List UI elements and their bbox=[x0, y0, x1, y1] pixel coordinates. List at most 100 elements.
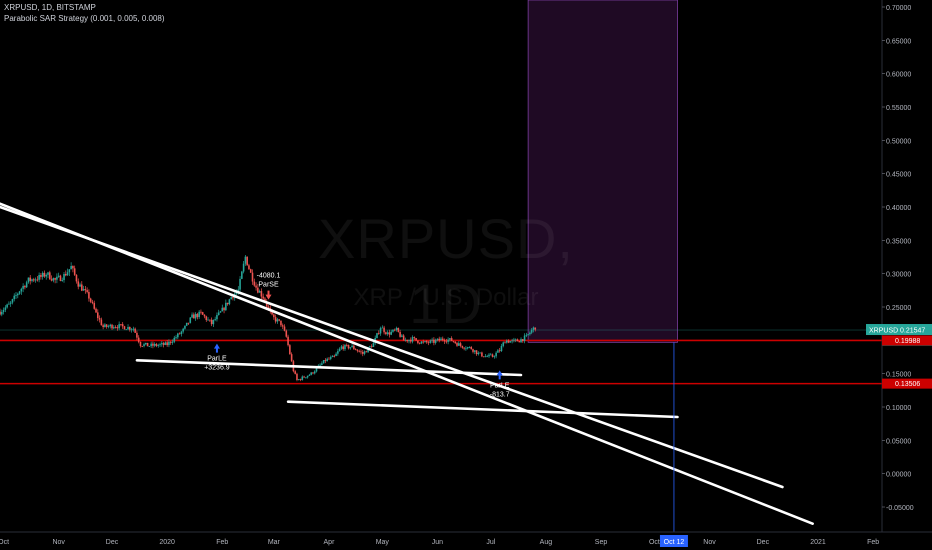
candle-body bbox=[95, 308, 97, 313]
candle-body bbox=[525, 334, 528, 336]
candle-body bbox=[153, 343, 156, 346]
entry-arrow-up-icon bbox=[496, 370, 503, 380]
candle-body bbox=[322, 360, 325, 364]
candle-body bbox=[409, 339, 412, 342]
candle-body bbox=[459, 343, 462, 346]
x-tick-label: Dec bbox=[757, 539, 770, 546]
candle-body bbox=[262, 296, 264, 299]
candle-body bbox=[129, 326, 131, 330]
candle-body bbox=[472, 349, 474, 352]
candle-body bbox=[205, 316, 208, 321]
candle-body bbox=[16, 293, 19, 296]
last-price-symbol: XRPUSD bbox=[869, 328, 898, 335]
candle-body bbox=[443, 339, 446, 342]
candle-body bbox=[22, 285, 24, 289]
candle-body bbox=[324, 360, 327, 362]
candle-body bbox=[411, 337, 414, 342]
candle-body bbox=[184, 325, 186, 329]
candle-body bbox=[15, 295, 17, 296]
candle-body bbox=[285, 330, 288, 337]
candle-body bbox=[66, 272, 69, 276]
candle-body bbox=[157, 345, 160, 346]
candle-body bbox=[379, 328, 382, 334]
projection-box bbox=[527, 0, 678, 343]
candle-body bbox=[274, 317, 277, 322]
candle-body bbox=[340, 346, 343, 349]
candle-body bbox=[509, 341, 512, 343]
candle-body bbox=[148, 346, 151, 347]
annotation-value-2: -4080.1 bbox=[257, 273, 281, 280]
time-axis[interactable]: Oct Nov Dec 2020 Feb Mar Apr May Jun Jul Aug Sep Oct… bbox=[0, 535, 879, 547]
candle-body bbox=[73, 268, 76, 275]
candle-body bbox=[100, 319, 103, 326]
y-tick-label: 0.60000 bbox=[886, 72, 911, 79]
candle-body bbox=[139, 341, 142, 347]
exit-arrow-down-icon bbox=[265, 290, 272, 300]
candle-body bbox=[434, 340, 437, 343]
candle-body bbox=[500, 345, 503, 352]
candle-body bbox=[244, 256, 247, 264]
candle-body bbox=[102, 325, 104, 328]
candle-body bbox=[287, 336, 289, 346]
candle-body bbox=[351, 345, 353, 348]
candle-body bbox=[290, 354, 293, 362]
x-tick-label: 2020 bbox=[159, 539, 175, 546]
trendline-1 bbox=[0, 202, 814, 525]
candle-body bbox=[520, 339, 522, 343]
trendlines[interactable] bbox=[0, 202, 814, 525]
candle-body bbox=[13, 295, 16, 300]
x-tick-label: Feb bbox=[216, 539, 228, 546]
candle-body bbox=[395, 327, 398, 331]
y-tick-label: 0.10000 bbox=[886, 405, 911, 412]
candle-body bbox=[392, 329, 394, 332]
candle-body bbox=[182, 328, 184, 332]
candle-body bbox=[401, 335, 403, 337]
candle-body bbox=[281, 325, 284, 327]
candle-body bbox=[312, 372, 314, 374]
candle-body bbox=[498, 350, 501, 352]
trendline-2 bbox=[0, 205, 784, 489]
candle-body bbox=[479, 352, 481, 354]
candle-body bbox=[59, 275, 62, 281]
indicator-title[interactable]: Parabolic SAR Strategy (0.001, 0.005, 0.… bbox=[4, 14, 165, 23]
candle-body bbox=[123, 326, 126, 330]
candle-body bbox=[196, 313, 199, 318]
candle-body bbox=[420, 341, 423, 344]
candle-body bbox=[376, 333, 378, 338]
price-axis[interactable]: 0.70000 0.65000 0.60000 0.55000 0.50000 0.450… bbox=[882, 5, 914, 512]
candle-body bbox=[365, 351, 368, 353]
symbol-title[interactable]: XRPUSD, 1D, BITSTAMP bbox=[4, 3, 96, 12]
trendline-4 bbox=[286, 400, 679, 419]
candle-body bbox=[296, 373, 298, 381]
y-tick-label: 0.40000 bbox=[886, 205, 911, 212]
candle-body bbox=[97, 312, 99, 319]
candle-body bbox=[141, 346, 144, 347]
candle-body bbox=[137, 337, 140, 342]
candle-body bbox=[468, 347, 471, 348]
candle-body bbox=[248, 265, 250, 270]
candle-body bbox=[84, 289, 87, 291]
candle-body bbox=[209, 319, 211, 321]
candle-body bbox=[397, 327, 400, 333]
candle-body bbox=[445, 341, 448, 343]
level-value-1: 0.19988 bbox=[895, 338, 920, 345]
candle-body bbox=[404, 339, 407, 341]
candle-body bbox=[187, 322, 190, 324]
candle-body bbox=[168, 341, 170, 346]
candle-body bbox=[527, 334, 529, 335]
level-tag-1 bbox=[882, 335, 932, 346]
strategy-annotations: ParLE +3236.9 -4080.1 ParSE ParLE -813.7 bbox=[204, 273, 510, 399]
candle-body bbox=[219, 311, 222, 313]
candle-body bbox=[201, 312, 204, 315]
candle-body bbox=[228, 299, 231, 305]
candle-body bbox=[319, 364, 321, 366]
candle-body bbox=[47, 272, 49, 275]
candle-body bbox=[118, 324, 120, 329]
candle-body bbox=[313, 371, 316, 374]
candle-body bbox=[191, 314, 193, 318]
y-tick-label: 0.55000 bbox=[886, 105, 911, 112]
candle-body bbox=[8, 303, 10, 305]
